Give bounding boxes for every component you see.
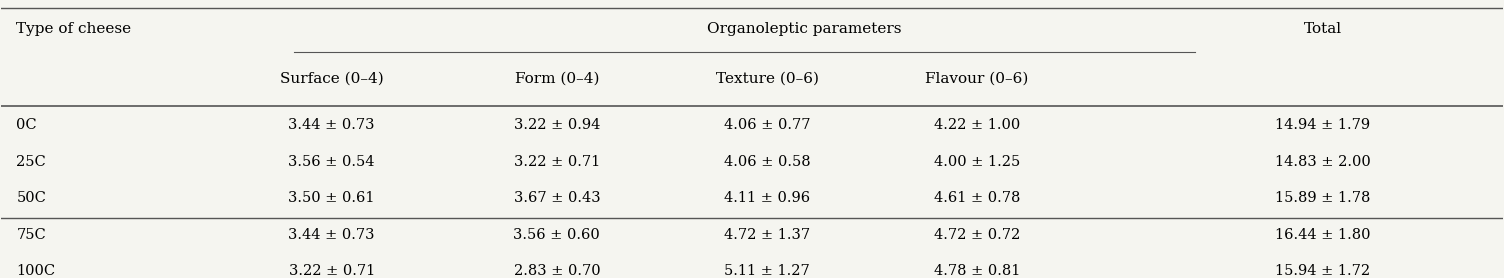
Text: 100C: 100C — [17, 264, 56, 278]
Text: Total: Total — [1304, 22, 1342, 36]
Text: 3.22 ± 0.94: 3.22 ± 0.94 — [514, 118, 600, 132]
Text: 4.06 ± 0.77: 4.06 ± 0.77 — [723, 118, 811, 132]
Text: 4.22 ± 1.00: 4.22 ± 1.00 — [934, 118, 1020, 132]
Text: 3.56 ± 0.54: 3.56 ± 0.54 — [289, 155, 374, 169]
Text: 4.11 ± 0.96: 4.11 ± 0.96 — [723, 191, 811, 205]
Text: 3.50 ± 0.61: 3.50 ± 0.61 — [289, 191, 374, 205]
Text: 5.11 ± 1.27: 5.11 ± 1.27 — [723, 264, 809, 278]
Text: 3.22 ± 0.71: 3.22 ± 0.71 — [514, 155, 600, 169]
Text: 16.44 ± 1.80: 16.44 ± 1.80 — [1275, 228, 1370, 242]
Text: Type of cheese: Type of cheese — [17, 22, 131, 36]
Text: 4.72 ± 1.37: 4.72 ± 1.37 — [723, 228, 811, 242]
Text: 50C: 50C — [17, 191, 47, 205]
Text: 15.89 ± 1.78: 15.89 ± 1.78 — [1275, 191, 1370, 205]
Text: Organoleptic parameters: Organoleptic parameters — [707, 22, 902, 36]
Text: 4.72 ± 0.72: 4.72 ± 0.72 — [934, 228, 1020, 242]
Text: 4.00 ± 1.25: 4.00 ± 1.25 — [934, 155, 1020, 169]
Text: 75C: 75C — [17, 228, 47, 242]
Text: 2.83 ± 0.70: 2.83 ± 0.70 — [513, 264, 600, 278]
Text: 3.44 ± 0.73: 3.44 ± 0.73 — [289, 118, 374, 132]
Text: 4.78 ± 0.81: 4.78 ± 0.81 — [934, 264, 1020, 278]
Text: 25C: 25C — [17, 155, 47, 169]
Text: 0C: 0C — [17, 118, 38, 132]
Text: 4.06 ± 0.58: 4.06 ± 0.58 — [723, 155, 811, 169]
Text: Flavour (0–6): Flavour (0–6) — [925, 72, 1029, 86]
Text: 3.44 ± 0.73: 3.44 ± 0.73 — [289, 228, 374, 242]
Text: 14.94 ± 1.79: 14.94 ± 1.79 — [1275, 118, 1370, 132]
Text: Surface (0–4): Surface (0–4) — [280, 72, 384, 86]
Text: 15.94 ± 1.72: 15.94 ± 1.72 — [1275, 264, 1370, 278]
Text: 14.83 ± 2.00: 14.83 ± 2.00 — [1274, 155, 1370, 169]
Text: 4.61 ± 0.78: 4.61 ± 0.78 — [934, 191, 1020, 205]
Text: Texture (0–6): Texture (0–6) — [716, 72, 818, 86]
Text: 3.56 ± 0.60: 3.56 ± 0.60 — [513, 228, 600, 242]
Text: Form (0–4): Form (0–4) — [514, 72, 599, 86]
Text: 3.67 ± 0.43: 3.67 ± 0.43 — [513, 191, 600, 205]
Text: 3.22 ± 0.71: 3.22 ± 0.71 — [289, 264, 374, 278]
